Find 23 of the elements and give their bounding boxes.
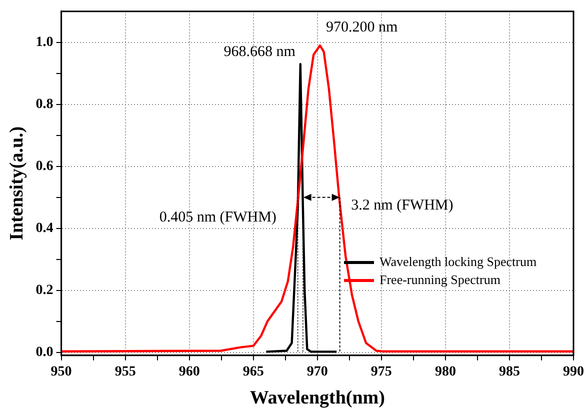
- y-tick-label: 0.6: [36, 158, 54, 174]
- x-tick-label: 970: [306, 364, 328, 380]
- y-tick-label: 1.0: [36, 35, 54, 50]
- x-tick-label: 960: [178, 364, 200, 380]
- y-tick-label: 0.8: [36, 96, 54, 112]
- annotation: 968.668 nm: [224, 44, 296, 60]
- annotation: 3.2 nm (FWHM): [351, 197, 454, 214]
- annotation: 970.200 nm: [326, 19, 398, 36]
- x-tick-label: 985: [498, 364, 520, 380]
- x-axis-title: Wavelength(nm): [250, 388, 385, 409]
- x-tick-label: 965: [242, 364, 264, 380]
- y-tick-label: 0.4: [36, 220, 54, 236]
- y-tick-label: 0.0: [36, 344, 54, 360]
- annotation: 0.405 nm (FWHM): [159, 210, 276, 226]
- x-tick-label: 950: [50, 364, 72, 380]
- legend-label: Wavelength locking Spectrum: [380, 254, 537, 270]
- x-tick-label: 955: [114, 364, 136, 380]
- x-tick-label: 980: [434, 364, 456, 380]
- y-tick-label: 0.2: [36, 282, 54, 298]
- legend-label: Free-running Spectrum: [380, 272, 500, 288]
- x-tick-label: 975: [370, 364, 392, 380]
- x-tick-label: 990: [563, 364, 584, 380]
- y-axis-title: Intensity(a.u.): [6, 126, 28, 240]
